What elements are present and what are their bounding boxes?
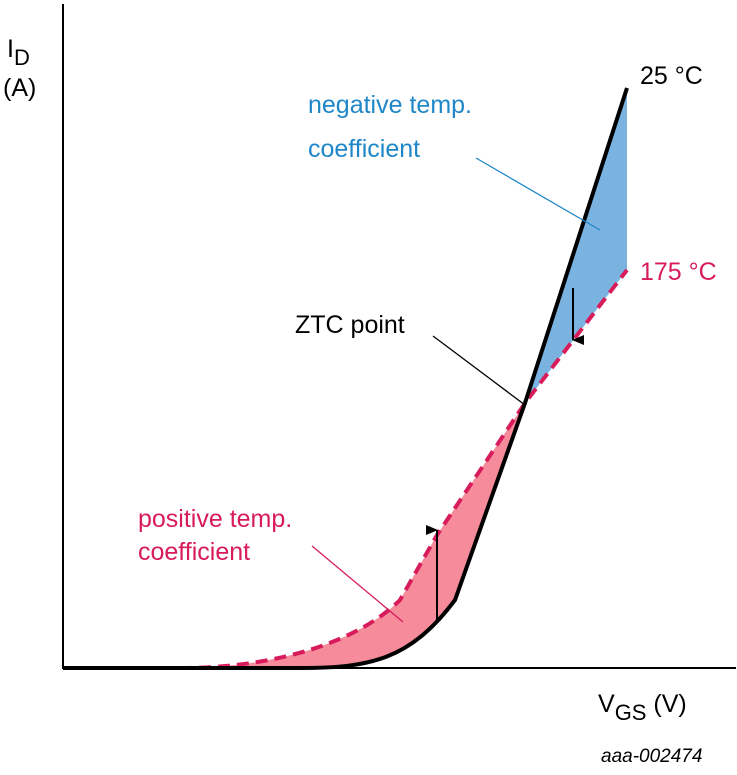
x-axis-label: VGS (V)	[598, 690, 687, 725]
curve-25c	[63, 87, 629, 670]
positive-coefficient-region	[180, 403, 525, 668]
ztc-leader-line	[432, 335, 526, 406]
positive-leader-line	[311, 545, 404, 623]
figure-code: aaa-002474	[601, 746, 702, 767]
label-175c: 175 °C	[640, 258, 717, 286]
y-axis-unit: (A)	[3, 74, 36, 102]
label-25c: 25 °C	[640, 62, 703, 90]
positive-coefficient-label: positive temp.	[138, 505, 292, 533]
negative-leader-line	[475, 157, 601, 231]
positive-coefficient-label-2: coefficient	[138, 538, 250, 566]
negative-coefficient-label: negative temp.	[308, 91, 472, 119]
ztc-label: ZTC point	[295, 311, 405, 339]
curve-175c	[179, 268, 629, 670]
y-axis-label: ID	[7, 35, 30, 70]
negative-coefficient-label-2: coefficient	[308, 135, 420, 163]
